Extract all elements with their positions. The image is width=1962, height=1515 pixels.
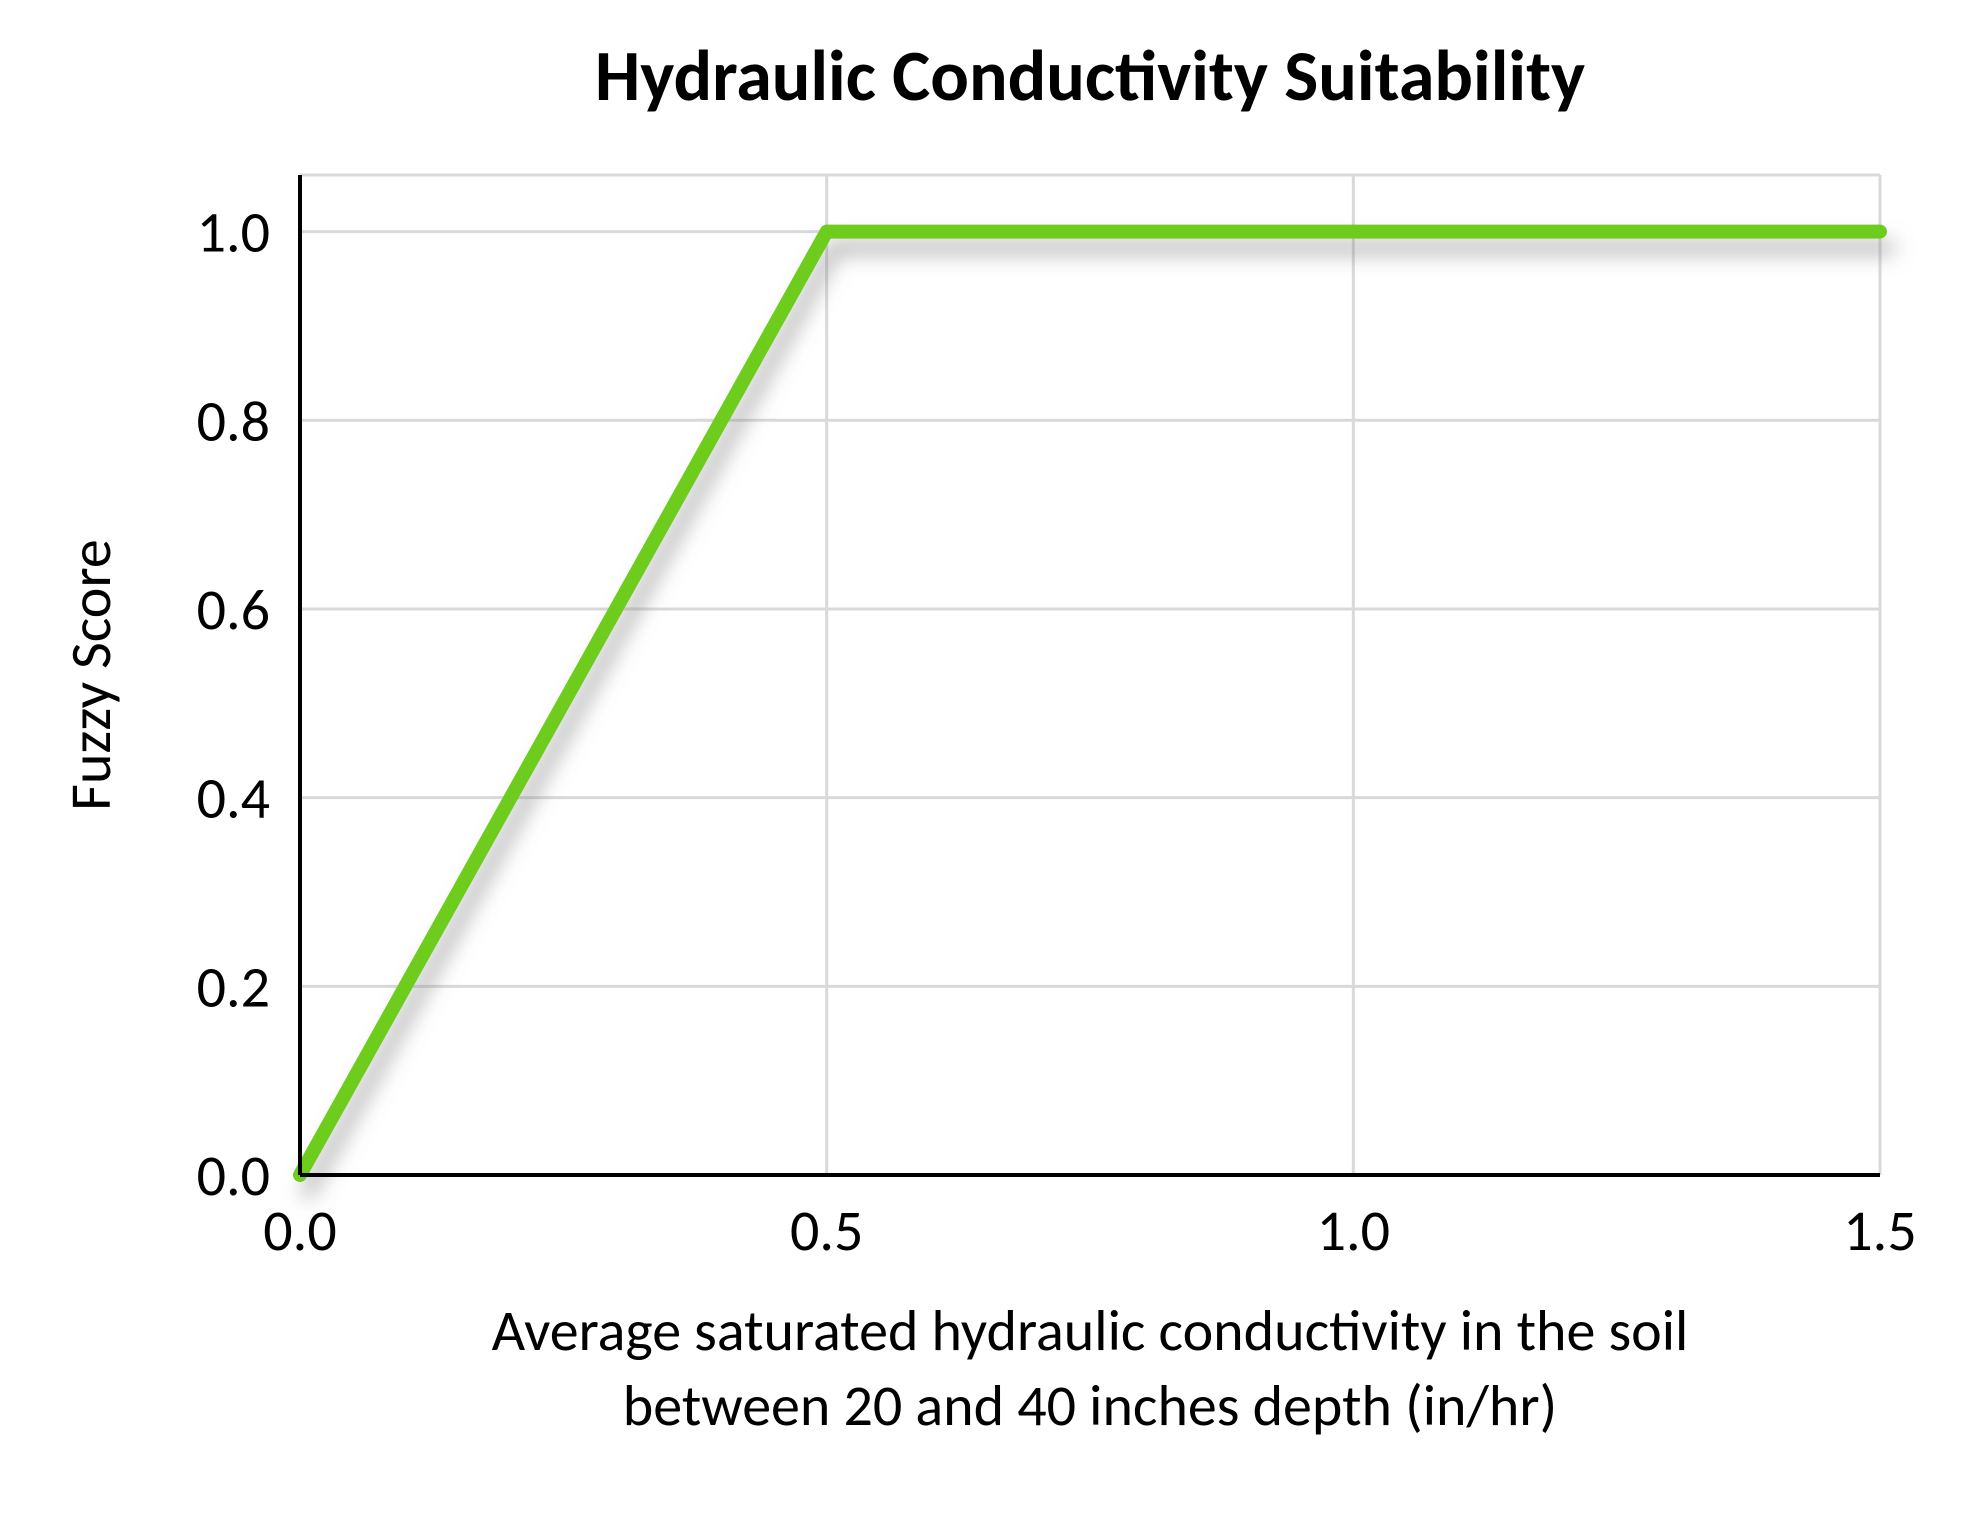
chart-title: Hydraulic Conductivity Suitability: [595, 32, 1585, 120]
y-tick-label: 1.0: [197, 197, 270, 268]
x-tick-label: 1.0: [1317, 1195, 1390, 1266]
x-tick-label: 1.5: [1843, 1195, 1916, 1266]
y-tick-labels: 0.0 0.2 0.4 0.6 0.8 1.0: [197, 197, 270, 1211]
plot-background: [300, 175, 1880, 1175]
y-tick-label: 0.8: [197, 385, 270, 456]
y-tick-label: 0.2: [197, 951, 270, 1022]
chart-container: 0.0 0.5 1.0 1.5 0.0 0.2 0.4 0.6 0.8 1.0 Hydraulic …: [0, 0, 1962, 1515]
x-tick-labels: 0.0 0.5 1.0 1.5: [263, 1195, 1916, 1266]
x-tick-label: 0.0: [263, 1195, 336, 1266]
y-tick-label: 0.6: [197, 574, 270, 645]
y-tick-label: 0.4: [197, 763, 270, 834]
x-axis-label-line2: between 20 and 40 inches depth (in/hr): [623, 1370, 1557, 1441]
line-chart: 0.0 0.5 1.0 1.5 0.0 0.2 0.4 0.6 0.8 1.0 Hydraulic …: [0, 0, 1962, 1515]
x-tick-label: 0.5: [790, 1195, 863, 1266]
y-tick-label: 0.0: [197, 1140, 270, 1211]
y-axis-label: Fuzzy Score: [55, 539, 126, 810]
x-axis-label-line1: Average saturated hydraulic conductivity…: [492, 1295, 1689, 1366]
